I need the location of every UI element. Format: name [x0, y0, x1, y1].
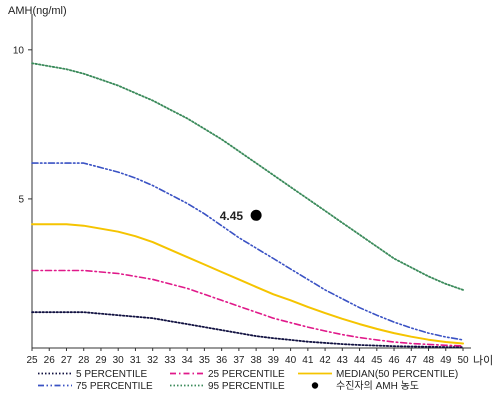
x-tick-label: 34	[182, 355, 194, 366]
x-tick-label: 33	[164, 355, 176, 366]
x-tick-label: 25	[26, 355, 38, 366]
series-line-3	[31, 162, 464, 341]
x-axis-title: 나이	[473, 354, 493, 367]
x-tick-label: 49	[440, 355, 452, 366]
x-tick-label: 27	[61, 355, 73, 366]
y-tick-label: 10	[13, 45, 25, 56]
x-tick-label: 46	[388, 355, 400, 366]
series-lines	[31, 62, 464, 349]
x-tick-label: 26	[44, 355, 56, 366]
patient-point-layer: 4.45	[220, 209, 262, 223]
series-line-4	[31, 62, 464, 291]
axes: 5 10 25 26 27 28 29 30 31 32 33 34 35 36 37 38 39 40 41 42 4…	[8, 5, 493, 367]
x-tick-label: 43	[337, 355, 349, 366]
x-tick-label: 39	[268, 355, 280, 366]
legend-label: 25 PERCENTILE	[208, 369, 285, 380]
legend: 5 PERCENTILE 25 PERCENTILE MEDIAN(50 PERCE…	[38, 369, 458, 392]
x-tick-label: 45	[371, 355, 383, 366]
y-tick-label: 5	[18, 194, 24, 205]
patient-amh-point	[250, 209, 262, 221]
x-tick-label: 35	[199, 355, 211, 366]
x-tick-label: 32	[147, 355, 159, 366]
legend-label: 75 PERCENTILE	[76, 381, 153, 392]
legend-label: 수진자의 AMH 농도	[336, 380, 419, 392]
x-tick-label: 42	[320, 355, 332, 366]
legend-label: 95 PERCENTILE	[208, 381, 285, 392]
x-tick-label: 41	[302, 355, 314, 366]
series-line-1	[31, 269, 464, 347]
legend-label: 5 PERCENTILE	[76, 369, 147, 380]
series-line-0	[31, 311, 464, 349]
legend-label: MEDIAN(50 PERCENTILE)	[336, 369, 458, 380]
series-line-2	[31, 223, 464, 345]
x-tick-label: 37	[233, 355, 245, 366]
legend-swatch-patient	[311, 382, 319, 389]
x-tick-label: 47	[406, 355, 418, 366]
patient-amh-value-label: 4.45	[220, 209, 244, 223]
x-tick-label: 50	[457, 355, 469, 366]
x-tick-label: 44	[354, 355, 366, 366]
x-tick-label: 36	[216, 355, 228, 366]
y-axis-title: AMH(ng/ml)	[8, 5, 67, 17]
x-tick-label: 28	[78, 355, 90, 366]
x-tick-label: 38	[251, 355, 263, 366]
x-tick-label: 29	[95, 355, 107, 366]
x-tick-label: 48	[423, 355, 435, 366]
x-tick-label: 30	[113, 355, 125, 366]
x-tick-label: 31	[130, 355, 142, 366]
x-tick-label: 40	[285, 355, 297, 366]
